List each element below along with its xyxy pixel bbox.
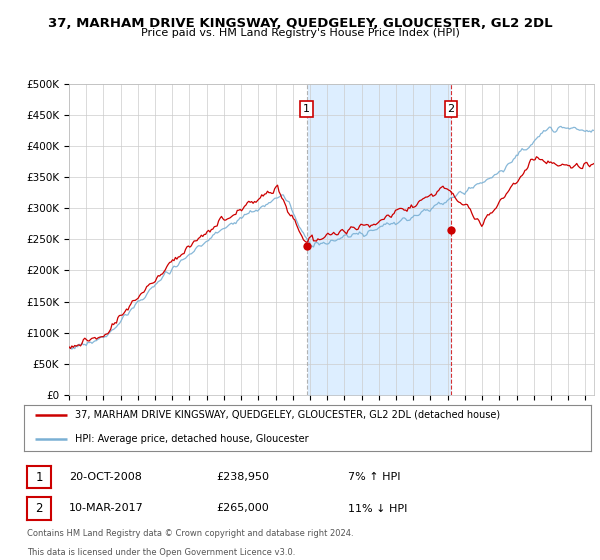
Text: This data is licensed under the Open Government Licence v3.0.: This data is licensed under the Open Gov… [27, 548, 295, 557]
Text: £238,950: £238,950 [216, 472, 269, 482]
Text: Contains HM Land Registry data © Crown copyright and database right 2024.: Contains HM Land Registry data © Crown c… [27, 529, 353, 538]
Text: 1: 1 [35, 470, 43, 484]
Text: 37, MARHAM DRIVE KINGSWAY, QUEDGELEY, GLOUCESTER, GL2 2DL: 37, MARHAM DRIVE KINGSWAY, QUEDGELEY, GL… [47, 17, 553, 30]
Text: Price paid vs. HM Land Registry's House Price Index (HPI): Price paid vs. HM Land Registry's House … [140, 28, 460, 38]
Text: 10-MAR-2017: 10-MAR-2017 [69, 503, 144, 514]
Text: 20-OCT-2008: 20-OCT-2008 [69, 472, 142, 482]
Text: 1: 1 [303, 104, 310, 114]
Text: 11% ↓ HPI: 11% ↓ HPI [348, 503, 407, 514]
Text: 7% ↑ HPI: 7% ↑ HPI [348, 472, 401, 482]
Text: 2: 2 [35, 502, 43, 515]
Text: £265,000: £265,000 [216, 503, 269, 514]
Text: 2: 2 [448, 104, 455, 114]
Text: 37, MARHAM DRIVE KINGSWAY, QUEDGELEY, GLOUCESTER, GL2 2DL (detached house): 37, MARHAM DRIVE KINGSWAY, QUEDGELEY, GL… [75, 410, 500, 420]
Text: HPI: Average price, detached house, Gloucester: HPI: Average price, detached house, Glou… [75, 435, 308, 444]
